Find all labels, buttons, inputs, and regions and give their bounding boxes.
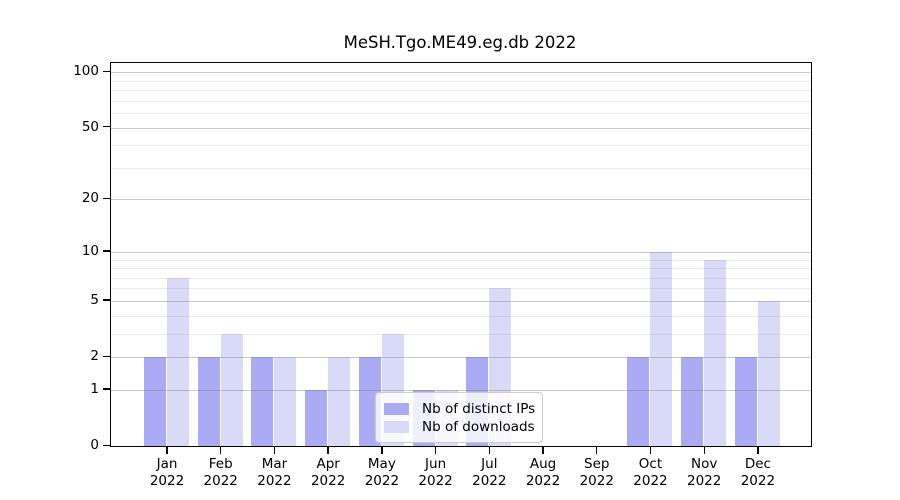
- major-gridline-100: [111, 72, 811, 74]
- y-tick-label-1: 1: [90, 380, 99, 397]
- bar-distinct-ips-feb: [197, 357, 220, 446]
- minor-gridline-60: [111, 113, 811, 115]
- x-tick-aug: [542, 446, 544, 454]
- bar-distinct-ips-apr: [305, 389, 328, 446]
- bar-downloads-jan: [167, 277, 189, 446]
- bar-distinct-ips-oct: [627, 357, 650, 446]
- bar-distinct-ips-jan: [144, 357, 166, 446]
- y-tick-20: [103, 197, 110, 200]
- minor-gridline-80: [111, 90, 811, 92]
- x-tick-nov: [703, 446, 705, 454]
- major-gridline-20: [111, 199, 811, 201]
- major-gridline-5: [111, 300, 811, 302]
- x-tick-label-oct: Oct 2022: [633, 456, 668, 489]
- major-gridline-10: [111, 251, 811, 253]
- minor-gridline-70: [111, 100, 811, 102]
- y-tick-2: [103, 355, 110, 357]
- y-tick-label-2: 2: [90, 348, 99, 365]
- y-tick-label-0: 0: [90, 437, 99, 453]
- bar-distinct-ips-dec: [734, 357, 757, 446]
- bar-downloads-mar: [274, 357, 297, 446]
- x-tick-may: [381, 446, 383, 454]
- distinct-ips-swatch: [384, 402, 409, 415]
- legend-item-distinct-ips: Nb of distinct IPs: [384, 400, 536, 417]
- x-tick-label-aug: Aug 2022: [525, 456, 561, 489]
- minor-gridline-6: [111, 288, 811, 290]
- x-tick-label-sep: Sep 2022: [579, 456, 614, 489]
- x-tick-label-feb: Feb 2022: [203, 456, 238, 489]
- major-gridline-2: [111, 357, 811, 359]
- minor-gridline-4: [111, 315, 811, 317]
- x-tick-label-nov: Nov 2022: [687, 456, 722, 489]
- y-tick-10: [103, 250, 110, 252]
- legend: Nb of distinct IPs Nb of downloads: [375, 392, 543, 443]
- x-tick-sep: [596, 446, 598, 454]
- x-tick-feb: [220, 446, 222, 454]
- legend-label-distinct-ips: Nb of distinct IPs: [422, 400, 536, 417]
- y-tick-5: [103, 299, 110, 301]
- minor-gridline-90: [111, 80, 811, 82]
- bar-downloads-feb: [220, 333, 243, 446]
- x-tick-label-jun: Jun 2022: [418, 456, 453, 489]
- minor-gridline-9: [111, 259, 811, 261]
- y-tick-label-20: 20: [81, 190, 99, 207]
- major-gridline-50: [111, 127, 811, 129]
- x-tick-label-dec: Dec 2022: [740, 456, 776, 489]
- bar-distinct-ips-mar: [251, 357, 274, 446]
- y-tick-label-100: 100: [73, 63, 99, 80]
- x-tick-jan: [166, 446, 168, 454]
- x-tick-jun: [434, 446, 437, 454]
- x-tick-label-jul: Jul 2022: [472, 456, 507, 489]
- x-tick-jul: [488, 446, 490, 454]
- bar-downloads-oct: [650, 251, 673, 446]
- minor-gridline-30: [111, 167, 811, 169]
- x-tick-oct: [649, 446, 652, 454]
- bar-downloads-nov: [704, 259, 727, 446]
- minor-gridline-40: [111, 145, 811, 147]
- minor-gridline-8: [111, 268, 811, 270]
- y-tick-label-5: 5: [90, 291, 99, 308]
- x-tick-label-jan: Jan 2022: [149, 456, 185, 489]
- x-tick-dec: [757, 446, 759, 454]
- y-tick-0: [103, 444, 110, 446]
- legend-item-downloads: Nb of downloads: [384, 418, 535, 435]
- y-tick-label-50: 50: [81, 118, 99, 135]
- plot-canvas: [111, 63, 811, 446]
- x-tick-mar: [273, 446, 276, 454]
- y-tick-100: [103, 70, 110, 73]
- downloads-swatch: [384, 420, 409, 433]
- x-tick-label-apr: Apr 2022: [310, 456, 346, 489]
- bar-distinct-ips-nov: [681, 357, 704, 446]
- x-tick-label-mar: Mar 2022: [257, 456, 292, 489]
- legend-label-downloads: Nb of downloads: [422, 418, 535, 435]
- x-tick-apr: [327, 446, 329, 454]
- minor-gridline-3: [111, 333, 811, 335]
- bar-downloads-dec: [757, 300, 780, 446]
- plot-area: [110, 62, 812, 447]
- y-tick-50: [103, 126, 110, 128]
- chart-title: MeSH.Tgo.ME49.eg.db 2022: [343, 33, 577, 52]
- x-tick-label-may: May 2022: [364, 456, 400, 489]
- y-tick-1: [103, 388, 110, 390]
- minor-gridline-7: [111, 277, 811, 279]
- y-tick-label-10: 10: [81, 242, 99, 259]
- bar-downloads-apr: [328, 357, 351, 446]
- major-gridline-1: [111, 389, 811, 391]
